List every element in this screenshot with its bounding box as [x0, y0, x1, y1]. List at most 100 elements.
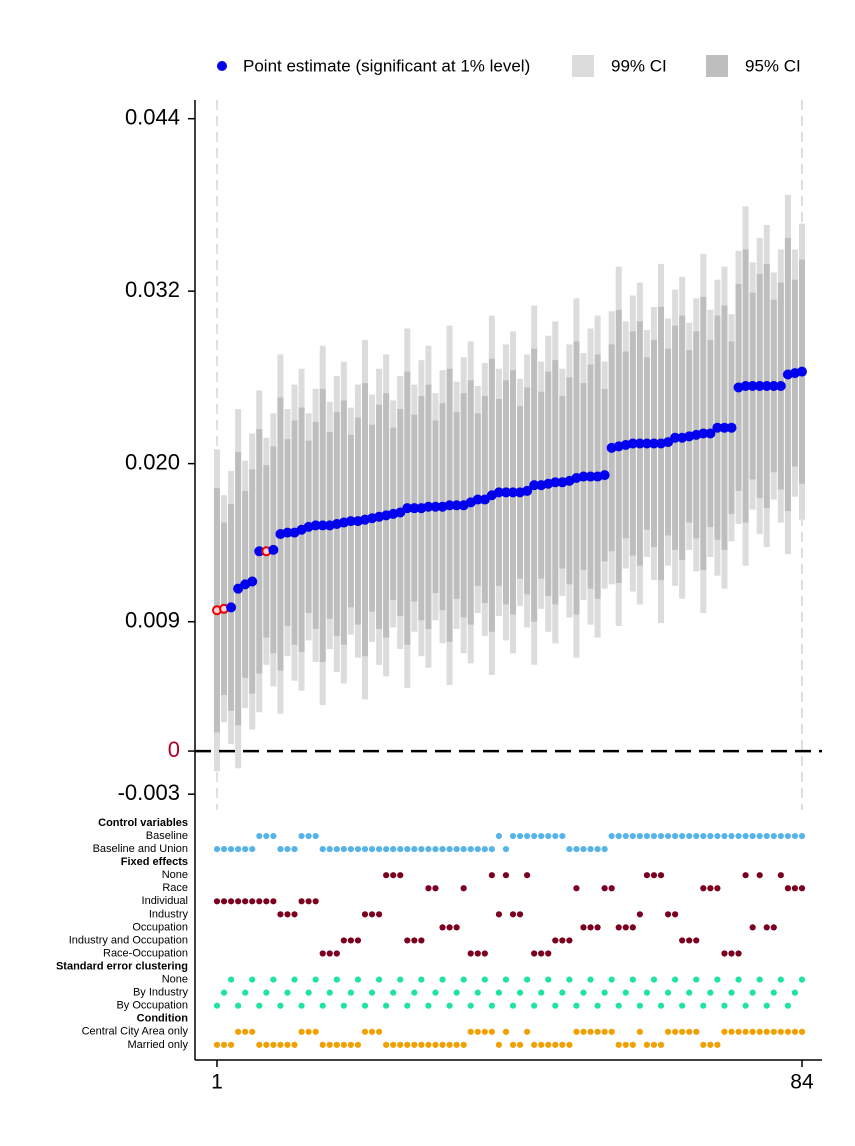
indicator-dot	[784, 1002, 791, 1009]
indicator-dot	[587, 846, 594, 853]
indicator-dot	[587, 1028, 594, 1035]
legend-marker	[217, 61, 227, 71]
indicator-dot	[707, 989, 714, 996]
indicator-dot	[460, 1041, 467, 1048]
point-estimate	[317, 520, 328, 531]
indicator-dot	[383, 1002, 390, 1009]
indicator-label: Baseline and Union	[93, 843, 188, 855]
indicator-dot	[664, 989, 672, 996]
indicator-dot	[481, 976, 488, 983]
indicator-dot	[439, 976, 446, 983]
indicator-dot	[319, 1041, 326, 1048]
indicator-dot	[467, 1028, 474, 1035]
indicator-dot	[495, 1041, 503, 1048]
indicator-dot	[474, 846, 481, 853]
indicator-dot	[672, 1028, 679, 1035]
indicator-dot	[242, 846, 249, 853]
point-estimate	[508, 487, 519, 498]
indicator-dot	[488, 872, 495, 879]
indicator-dot	[481, 846, 488, 853]
indicator-label: Central City Area only	[82, 1026, 189, 1038]
indicator-dot	[213, 846, 221, 853]
indicator-dot	[467, 846, 474, 853]
point-estimate	[247, 576, 258, 587]
indicator-dot	[354, 1041, 362, 1048]
indicator-dot	[502, 872, 510, 879]
indicator-dot	[798, 1028, 806, 1035]
indicator-dot	[763, 924, 770, 931]
indicator-dot	[340, 1002, 347, 1009]
indicator-dot	[664, 1028, 672, 1035]
indicator-dot	[220, 898, 228, 905]
indicator-dot	[686, 832, 693, 840]
point-estimate	[761, 381, 772, 392]
indicator-dot	[509, 1002, 517, 1009]
indicator-dot	[361, 1002, 369, 1009]
indicator-dot	[608, 976, 615, 983]
indicator-dot	[319, 846, 326, 853]
point-estimate	[775, 381, 786, 392]
indicator-dot	[432, 989, 439, 996]
indicator-dot	[735, 1028, 742, 1035]
indicator-dot	[524, 832, 531, 840]
indicator-dot	[721, 1002, 728, 1009]
point-estimate	[493, 487, 504, 498]
indicator-dot	[235, 846, 242, 853]
indicator-dot	[791, 1028, 799, 1035]
indicator-dot	[763, 1028, 770, 1035]
indicator-dot	[326, 846, 333, 853]
indicator-dot	[333, 950, 340, 957]
indicator-dot	[721, 832, 728, 840]
indicator-dot	[559, 937, 566, 944]
indicator-label: Industry and Occupation	[69, 934, 188, 946]
indicator-dot	[460, 846, 467, 853]
indicator-dot	[686, 1028, 693, 1035]
indicator-dot	[643, 1041, 651, 1048]
indicator-dot	[502, 846, 510, 853]
indicator-dot	[777, 976, 784, 983]
point-estimate	[444, 500, 455, 511]
indicator-dot	[446, 1002, 453, 1009]
indicator-dot	[298, 1002, 305, 1009]
indicator-dot	[213, 1002, 221, 1009]
indicator-label: Race-Occupation	[103, 947, 188, 959]
indicator-dot	[249, 976, 256, 983]
indicator-dot	[664, 832, 672, 840]
indicator-dot	[432, 1041, 439, 1048]
indicator-dot	[524, 1028, 531, 1035]
indicator-dot	[411, 937, 418, 944]
indicator-dot	[340, 846, 347, 853]
indicator-dot	[516, 989, 524, 996]
indicator-dot	[453, 846, 460, 853]
indicator-dot	[728, 832, 735, 840]
indicator-dot	[700, 1041, 707, 1048]
indicator-dot	[467, 1002, 474, 1009]
point-estimate	[423, 501, 434, 512]
indicator-dot	[686, 937, 693, 944]
indicator-dot	[573, 846, 580, 853]
indicator-dot	[474, 950, 481, 957]
indicator-dot	[227, 846, 235, 853]
indicator-dot	[383, 846, 390, 853]
indicator-dot	[284, 846, 291, 853]
indicator-dot	[305, 989, 312, 996]
indicator-dot	[721, 1028, 728, 1035]
indicator-dot	[439, 846, 446, 853]
point-estimate	[522, 485, 533, 496]
indicator-dot	[404, 1002, 411, 1009]
indicator-dot	[566, 1041, 573, 1048]
indicator-dot	[495, 832, 503, 840]
indicator-dot	[390, 846, 397, 853]
indicator-dot	[220, 989, 228, 996]
indicator-dot	[411, 846, 418, 853]
indicator-dot	[305, 832, 312, 840]
indicator-dot	[453, 989, 460, 996]
indicator-dot	[573, 885, 580, 892]
point-estimate	[634, 438, 645, 449]
point-estimate	[641, 438, 652, 449]
indicator-dot	[629, 924, 636, 931]
point-estimate	[747, 381, 758, 392]
indicator-dot	[657, 872, 665, 879]
indicator-dot	[636, 1002, 643, 1009]
indicator-dot	[227, 976, 235, 983]
